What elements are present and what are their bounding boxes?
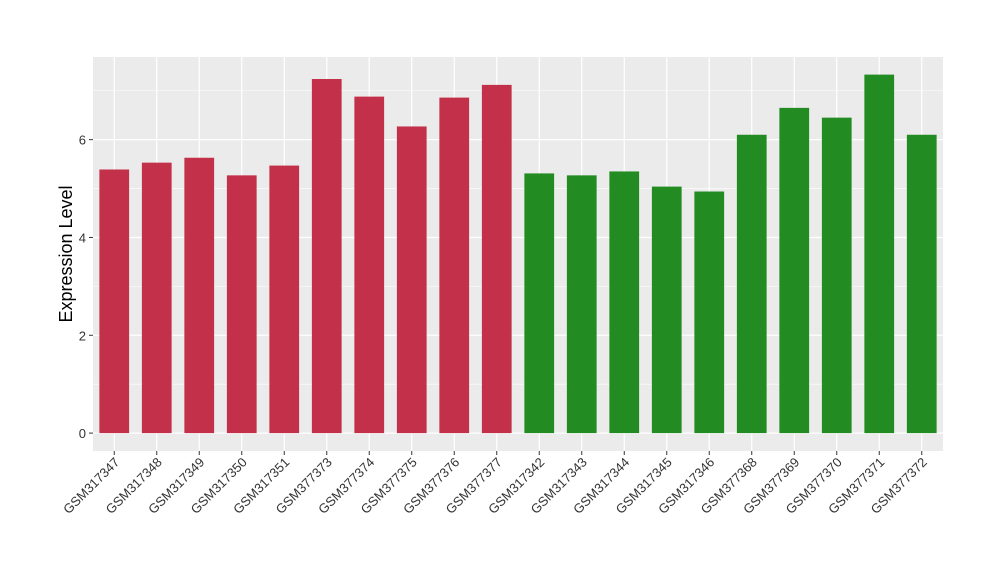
bar	[566, 175, 597, 434]
bar	[99, 169, 130, 434]
bar	[396, 126, 427, 434]
bar	[354, 96, 385, 434]
y-tick-label: 0	[79, 426, 86, 441]
bar	[906, 134, 937, 434]
panel-background	[93, 57, 943, 451]
y-tick-label: 4	[79, 230, 86, 245]
bar	[651, 186, 682, 434]
bar	[524, 173, 555, 434]
y-axis-title: Expression Level	[56, 185, 76, 322]
bar	[609, 171, 640, 434]
bar	[694, 191, 725, 434]
y-tick-label: 2	[79, 328, 86, 343]
bar	[184, 157, 215, 434]
y-tick-label: 6	[79, 133, 86, 148]
bar	[311, 79, 342, 434]
bar	[821, 117, 852, 434]
bar	[864, 74, 895, 434]
bar	[226, 175, 257, 434]
bar	[141, 162, 172, 434]
bar	[779, 107, 810, 434]
bar	[439, 97, 470, 434]
bar	[736, 134, 767, 434]
bar	[481, 84, 512, 434]
bar	[269, 165, 300, 434]
